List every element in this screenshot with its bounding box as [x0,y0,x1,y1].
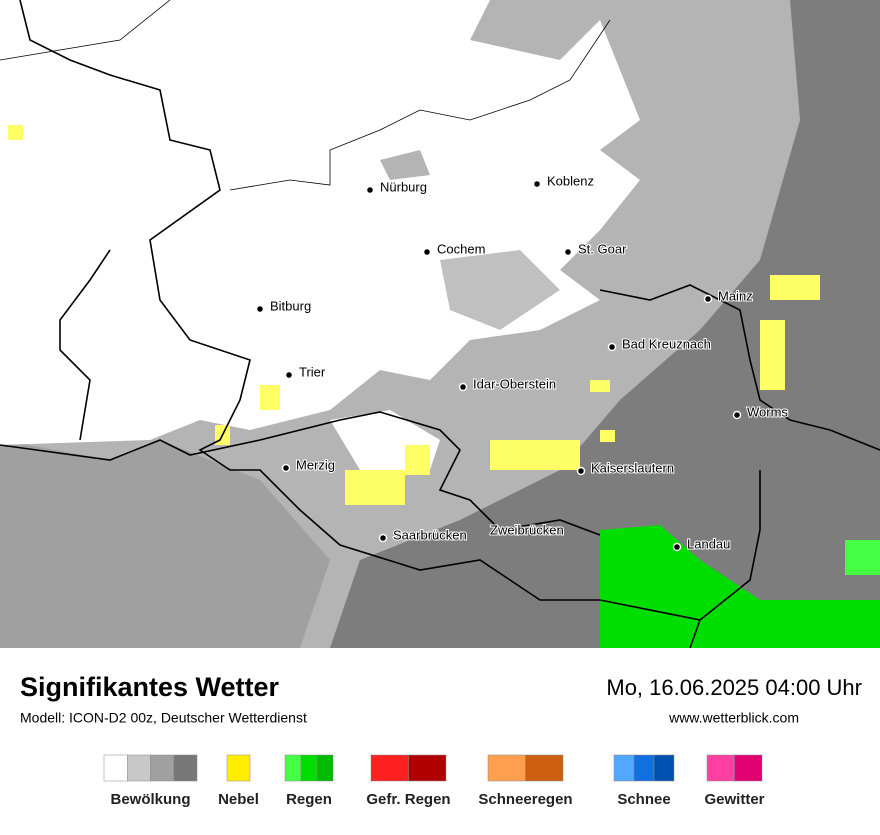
legend-swatch [613,754,635,782]
subtitle: Modell: ICON-D2 00z, Deutscher Wetterdie… [20,710,307,726]
cities: Nürburg Koblenz Cochem St. Goar Bitburg Mainz… [255,172,789,552]
cloud-layer [330,0,880,648]
city-label: Koblenz [547,173,594,188]
legend-swatch [300,754,318,782]
city-dot [672,542,682,552]
rain [845,540,880,575]
city-dot [703,294,713,304]
legend-label: Schnee [617,791,670,808]
city-label: Trier [299,364,326,379]
city-label: Mainz [718,288,753,303]
legend-swatch [653,754,675,782]
city-dot [563,247,573,257]
legend-swatch [706,754,735,782]
legend-swatch [316,754,334,782]
legend-label: Gefr. Regen [366,791,450,808]
city-label: St. Goar [578,241,627,256]
url: www.wetterblick.com [668,710,799,726]
city-label: Landau [687,536,730,551]
city-label: Bitburg [270,298,311,313]
legend: Bewölkung Nebel Regen Gefr. Regen Schneerege… [103,754,765,808]
legend-swatch [525,754,564,782]
city-dot [732,410,742,420]
city-label: Kaiserslautern [591,460,674,475]
date: Mo, 16.06.2025 04:00 Uhr [606,675,862,700]
legend-label: Gewitter [704,791,764,808]
legend-swatch [284,754,302,782]
legend-swatch [408,754,447,782]
legend-label: Regen [286,791,332,808]
city-label: Worms [747,404,788,419]
legend-swatch [103,754,128,782]
cloud-layer [380,150,430,180]
fog [8,125,820,505]
city-dot [378,533,388,543]
map [0,0,880,649]
title: Signifikantes Wetter [20,672,280,702]
legend-swatch [487,754,526,782]
legend-swatch [633,754,655,782]
city-label: Zweibrücken [490,522,564,537]
cloud-layer [440,250,560,330]
legend-swatch [173,754,198,782]
clear-sky [0,0,640,445]
city-label: Idar-Oberstein [473,376,556,391]
city-label: Saarbrücken [393,527,467,542]
city-dot [607,342,617,352]
city-label: Merzig [296,457,335,472]
legend-swatch [370,754,409,782]
legend-swatch [150,754,174,782]
city-dot [576,466,586,476]
city-label: Nürburg [380,179,427,194]
city-dot [458,382,468,392]
legend-label: Nebel [218,791,259,808]
legend-label: Schneeregen [478,791,572,808]
city-dot [422,247,432,257]
legend-swatch [226,754,251,782]
city-dot [281,463,291,473]
city-dot [532,179,542,189]
city-dot [255,304,265,314]
rain [600,525,880,648]
legend-swatch [734,754,763,782]
city-dot [284,370,294,380]
legend-label: Bewölkung [110,791,190,808]
city-label: Cochem [437,241,485,256]
borders [0,0,880,649]
cloud-layer [0,440,330,648]
river [0,0,611,191]
footer-bg [0,648,880,830]
legend-swatch [127,754,151,782]
city-label: Bad Kreuznach [622,336,711,351]
city-dot [365,185,375,195]
